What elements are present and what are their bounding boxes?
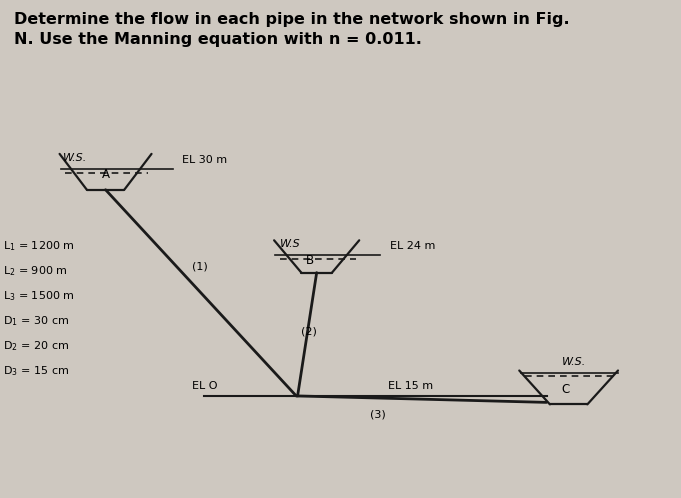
Text: EL 15 m: EL 15 m	[388, 381, 433, 391]
Text: Determine the flow in each pipe in the network shown in Fig.: Determine the flow in each pipe in the n…	[14, 12, 569, 27]
Text: EL 24 m: EL 24 m	[390, 241, 435, 251]
Text: (1): (1)	[192, 261, 208, 271]
Text: D$_1$ = 30 cm: D$_1$ = 30 cm	[3, 314, 69, 328]
Text: D$_3$ = 15 cm: D$_3$ = 15 cm	[3, 364, 69, 378]
Text: EL 30 m: EL 30 m	[183, 155, 227, 165]
Text: B: B	[306, 254, 314, 267]
Text: C: C	[561, 383, 569, 396]
Text: D$_2$ = 20 cm: D$_2$ = 20 cm	[3, 339, 69, 353]
Text: W.S: W.S	[280, 239, 300, 249]
Text: L$_1$ = 1200 m: L$_1$ = 1200 m	[3, 240, 75, 253]
Text: (3): (3)	[370, 409, 386, 419]
Text: N. Use the Manning equation with n = 0.011.: N. Use the Manning equation with n = 0.0…	[14, 32, 422, 47]
Text: W.S.: W.S.	[63, 153, 87, 163]
Text: L$_3$ = 1500 m: L$_3$ = 1500 m	[3, 289, 75, 303]
Text: A: A	[101, 168, 110, 181]
Text: (2): (2)	[301, 326, 317, 336]
Text: L$_2$ = 900 m: L$_2$ = 900 m	[3, 264, 68, 278]
Text: W.S.: W.S.	[562, 357, 586, 367]
Text: EL O: EL O	[192, 381, 217, 391]
